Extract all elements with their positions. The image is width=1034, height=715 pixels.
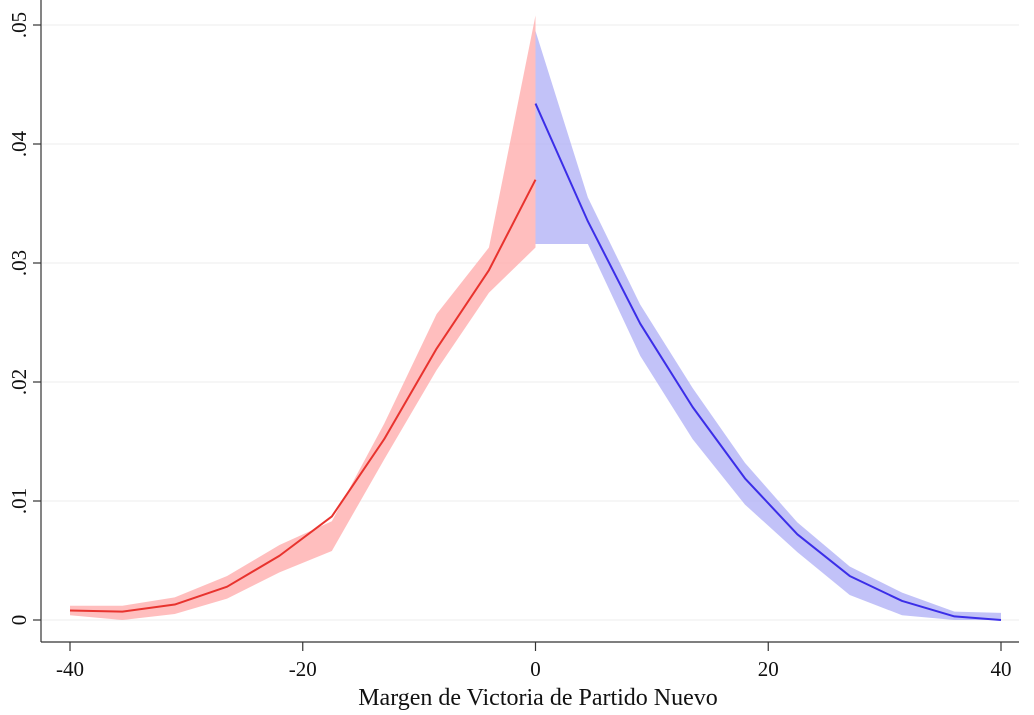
x-ticks: -40 -20 0 20 40 [56,642,1012,681]
x-tick-label: 40 [991,657,1012,681]
gridlines [42,24,1019,621]
series-lines [69,103,1002,621]
x-tick-label: 20 [758,657,779,681]
series-line-1 [69,179,537,613]
y-tick-label: .05 [7,12,31,38]
y-tick-label: 0 [7,615,31,626]
axes [40,0,1019,643]
y-ticks: 0 .01 .02 .03 .04 .05 [7,12,41,625]
x-tick-label: -20 [289,657,317,681]
confidence-band-1 [70,15,536,621]
y-tick-label: .04 [7,130,31,157]
y-tick-label: .02 [7,369,31,395]
series-line-2 [534,103,1002,621]
x-axis-title: Margen de Victoria de Partido Nuevo [358,685,718,711]
x-tick-label: 0 [530,657,541,681]
x-tick-label: -40 [56,657,84,681]
y-tick-label: .01 [7,488,31,514]
y-tick-label: .03 [7,250,31,276]
